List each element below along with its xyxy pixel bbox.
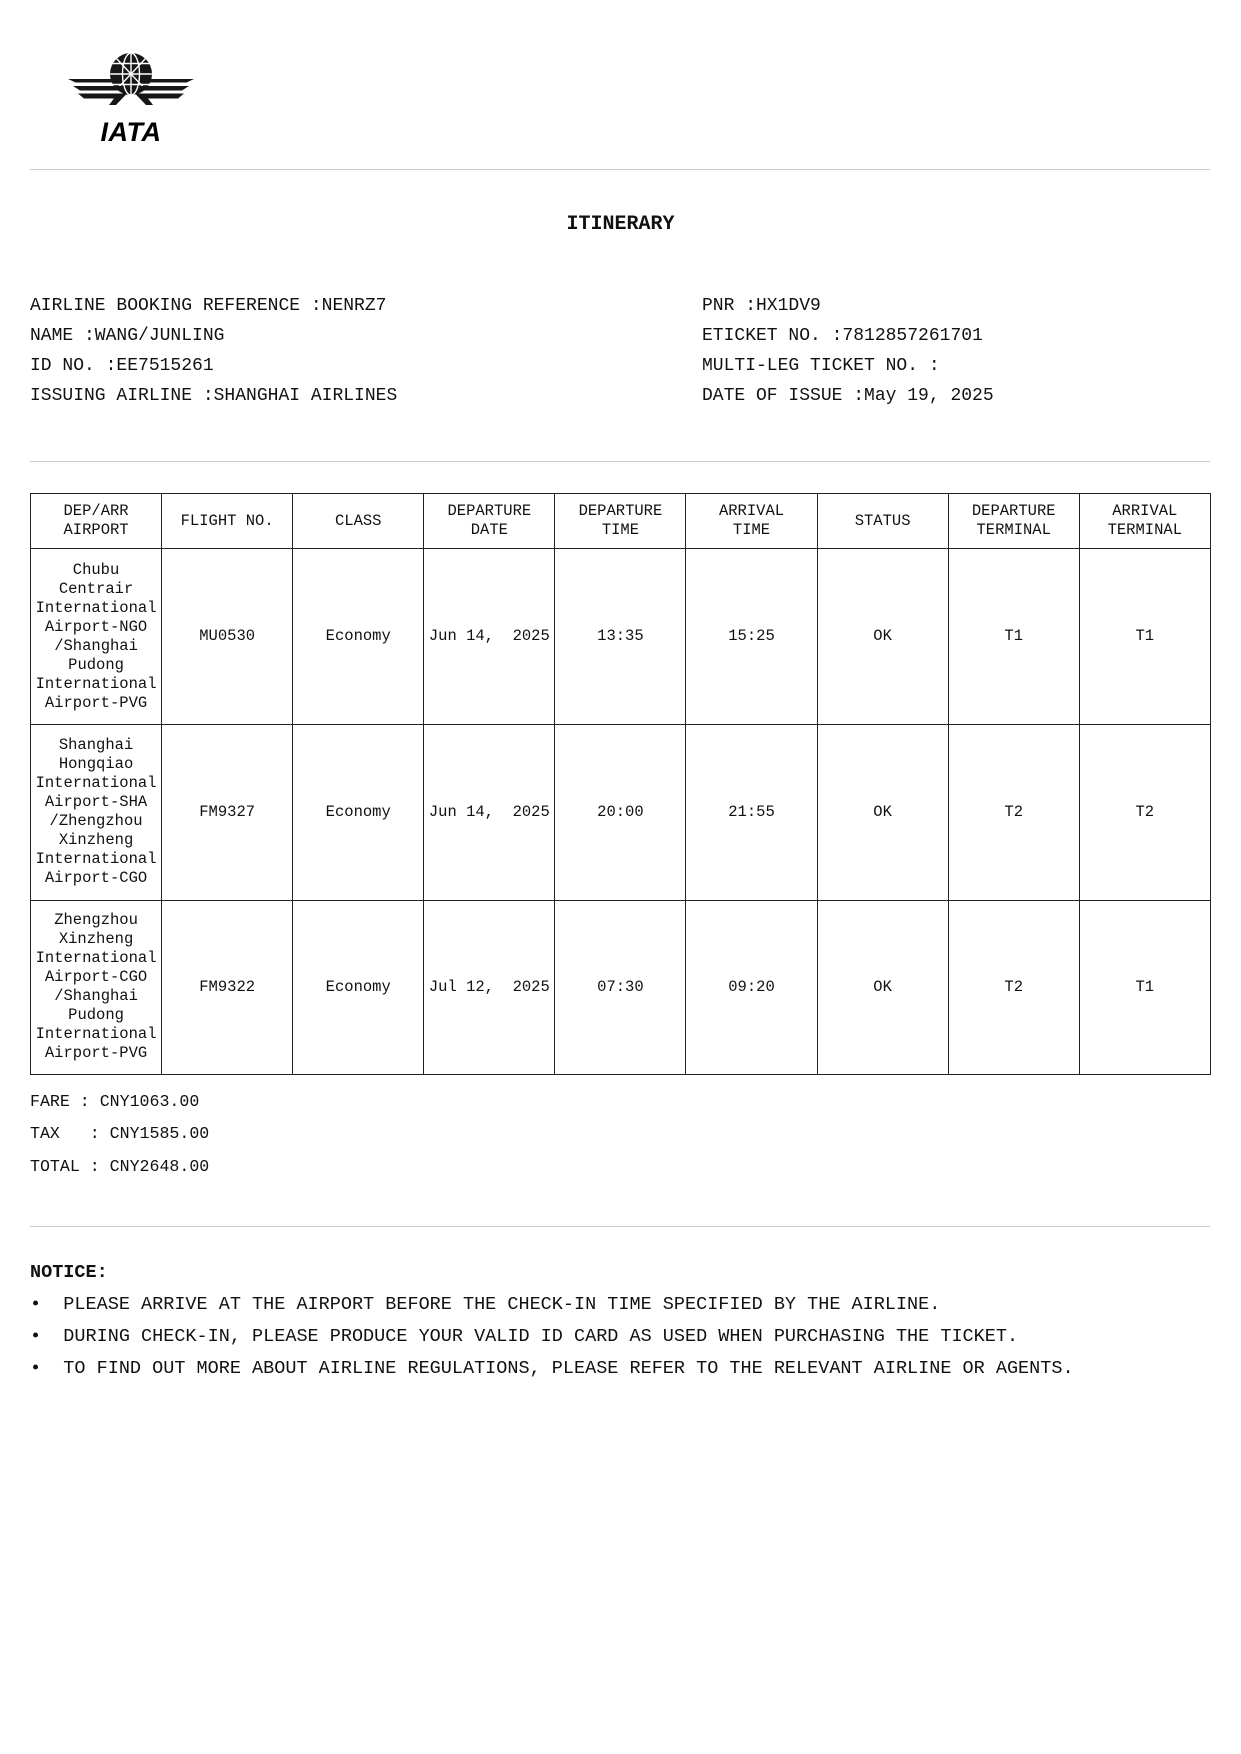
svg-text:IATA: IATA [101,117,162,147]
